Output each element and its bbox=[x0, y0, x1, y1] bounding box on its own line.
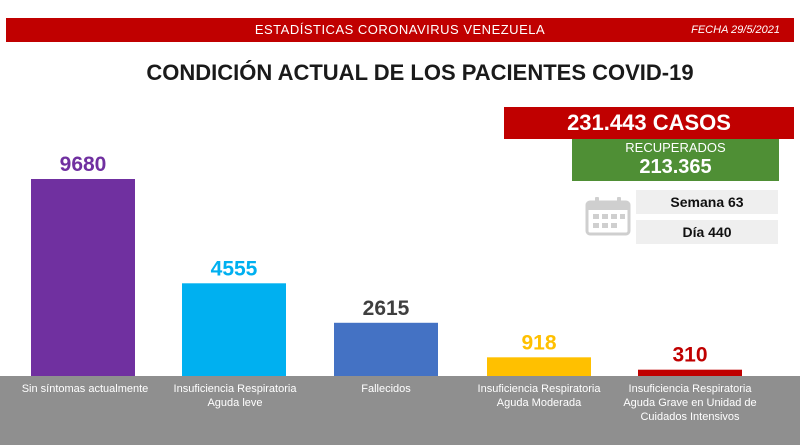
recovered-value: 213.365 bbox=[639, 156, 712, 178]
bar-3 bbox=[487, 357, 591, 376]
header-title: ESTADÍSTICAS CORONAVIRUS VENEZUELA bbox=[254, 22, 546, 37]
bar-value-label-2: 2615 bbox=[363, 297, 410, 320]
bar-0 bbox=[31, 179, 135, 376]
category-label-sin-sintomas: Sin síntomas actualmente bbox=[21, 383, 149, 395]
category-label-ira-grave-uci: Insuficiencia Respiratoria Aguda Grave e… bbox=[623, 383, 757, 423]
bar-value-label-1: 4555 bbox=[211, 257, 258, 280]
bar-value-label-0: 9680 bbox=[60, 153, 107, 176]
day-counter: Día 440 bbox=[636, 220, 778, 244]
category-bar bbox=[0, 376, 800, 445]
bar-value-label-3: 918 bbox=[521, 331, 556, 354]
bar-2 bbox=[334, 322, 438, 376]
week-counter: Semana 63 bbox=[636, 190, 778, 214]
bar-value-label-4: 310 bbox=[672, 344, 707, 367]
calendar-icon bbox=[584, 196, 632, 241]
header-bar: ESTADÍSTICAS CORONAVIRUS VENEZUELA FECHA… bbox=[6, 18, 794, 42]
category-label-ira-leve: Insuficiencia Respiratoria Aguda leve bbox=[173, 383, 297, 409]
total-cases-badge: 231.443 CASOS bbox=[504, 107, 794, 139]
category-label-ira-moderada: Insuficiencia Respiratoria Aguda Moderad… bbox=[477, 383, 601, 409]
header-date: FECHA 29/5/2021 bbox=[691, 24, 780, 36]
bar-1 bbox=[182, 283, 286, 376]
recovered-badge: RECUPERADOS 213.365 bbox=[572, 139, 779, 181]
page-title: CONDICIÓN ACTUAL DE LOS PACIENTES COVID-… bbox=[146, 60, 694, 85]
bar-4 bbox=[638, 369, 742, 376]
recovered-label: RECUPERADOS bbox=[625, 140, 726, 155]
category-label-fallecidos: Fallecidos bbox=[361, 383, 411, 395]
